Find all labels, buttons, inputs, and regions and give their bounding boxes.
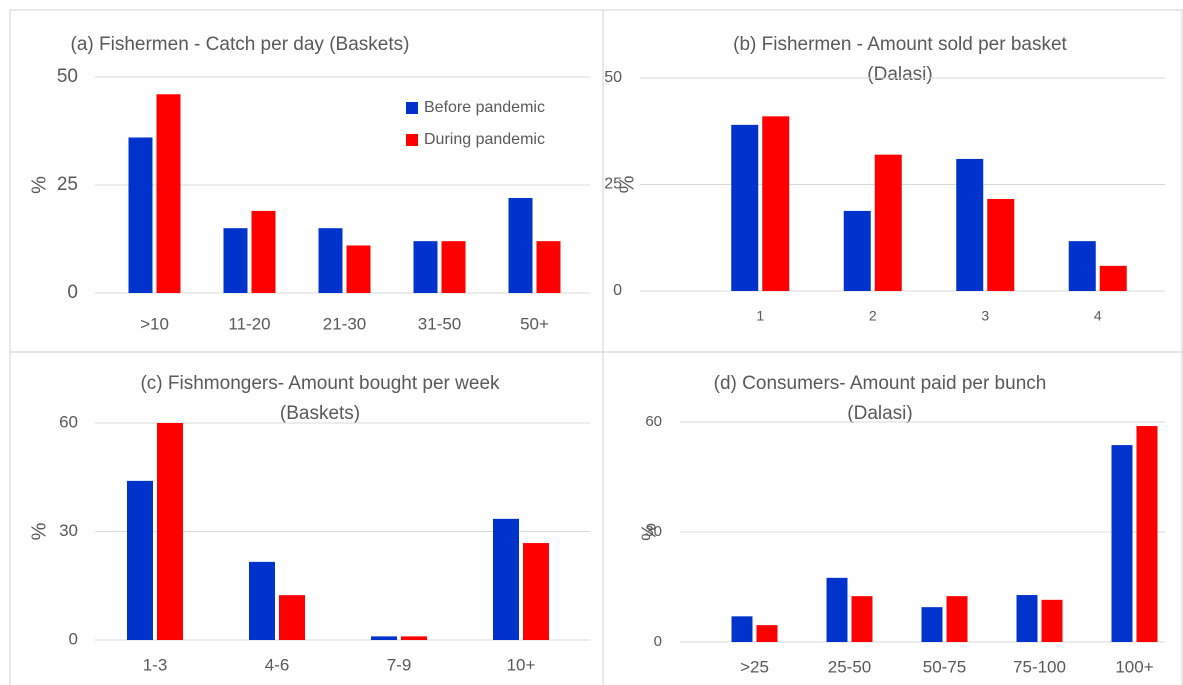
chart-title: (Dalasi): [867, 64, 932, 85]
bar: [843, 210, 871, 291]
x-tick-label: >10: [140, 314, 169, 333]
panel-border: [9, 9, 604, 353]
bar: [762, 116, 790, 291]
x-tick-label: 25-50: [828, 657, 871, 676]
x-tick-label: 50+: [520, 314, 549, 333]
x-tick-label: 2: [869, 308, 877, 324]
bar: [1016, 595, 1038, 642]
y-axis-label: %: [28, 522, 50, 540]
x-tick-label: 50-75: [923, 657, 966, 676]
x-tick-label: 7-9: [387, 655, 412, 674]
y-tick-label: 0: [69, 629, 78, 648]
bar: [536, 241, 561, 293]
bar: [523, 543, 549, 640]
chart-title: (Dalasi): [847, 403, 912, 424]
bar: [731, 124, 759, 291]
y-tick-label: 50: [57, 66, 78, 87]
bar: [156, 94, 181, 293]
y-tick-label: 0: [654, 633, 662, 650]
x-tick-label: 4-6: [265, 655, 290, 674]
x-tick-label: 21-30: [323, 314, 366, 333]
x-tick-label: 1-3: [143, 655, 168, 674]
x-tick-label: 4: [1094, 308, 1102, 324]
bar: [731, 616, 753, 642]
bar: [413, 241, 438, 293]
y-tick-label: 30: [645, 523, 662, 540]
chart-title: (d) Consumers- Amount paid per bunch: [714, 373, 1047, 394]
chart-title: (Baskets): [280, 403, 360, 424]
y-axis-label: %: [638, 523, 660, 541]
x-tick-label: 11-20: [228, 314, 270, 333]
x-tick-label: >25: [740, 657, 769, 676]
y-tick-label: 50: [604, 69, 622, 86]
x-tick-label: 75-100: [1013, 657, 1066, 676]
chart-title: (c) Fishmongers- Amount bought per week: [140, 373, 500, 394]
bar: [157, 423, 183, 640]
bar: [223, 228, 248, 293]
bar: [956, 158, 984, 291]
legend-label: During pandemic: [424, 131, 545, 148]
bar: [346, 245, 371, 293]
y-tick-label: 25: [57, 174, 78, 195]
bar: [128, 137, 153, 293]
bar: [127, 480, 153, 640]
y-axis-label: %: [616, 175, 638, 193]
y-tick-label: 25: [604, 176, 622, 193]
y-tick-label: 0: [67, 282, 78, 303]
bar: [874, 154, 902, 291]
bar: [921, 607, 943, 642]
legend-swatch: [406, 102, 418, 114]
bar: [493, 518, 519, 640]
bar: [1099, 265, 1127, 291]
bar: [756, 625, 778, 642]
y-tick-label: 60: [645, 413, 662, 430]
legend-label: Before pandemic: [424, 99, 545, 116]
bar: [1136, 426, 1158, 642]
x-tick-label: 1: [756, 308, 764, 324]
x-tick-label: 10+: [507, 655, 536, 674]
panel-border: [602, 351, 1183, 685]
chart-title: (b) Fishermen - Amount sold per basket: [733, 34, 1067, 55]
bar: [441, 241, 466, 293]
chart-title: (a) Fishermen - Catch per day (Baskets): [71, 34, 410, 55]
bar: [1041, 599, 1063, 642]
bar: [987, 198, 1015, 291]
bar: [249, 561, 275, 640]
bar: [371, 636, 397, 640]
bar: [279, 595, 305, 640]
x-tick-label: 3: [981, 308, 989, 324]
bar: [946, 596, 968, 642]
bar: [851, 596, 873, 642]
bar: [826, 577, 848, 642]
x-tick-label: 31-50: [418, 314, 461, 333]
bar: [1111, 445, 1133, 642]
bar: [318, 228, 343, 293]
legend-swatch: [406, 134, 418, 146]
y-tick-label: 0: [613, 282, 622, 299]
bar: [251, 210, 276, 293]
y-axis-label: %: [28, 176, 50, 194]
bar: [508, 197, 533, 293]
y-tick-label: 60: [59, 412, 78, 431]
y-tick-label: 30: [59, 521, 78, 540]
bar: [401, 636, 427, 640]
bar: [1068, 241, 1096, 291]
x-tick-label: 100+: [1115, 657, 1153, 676]
